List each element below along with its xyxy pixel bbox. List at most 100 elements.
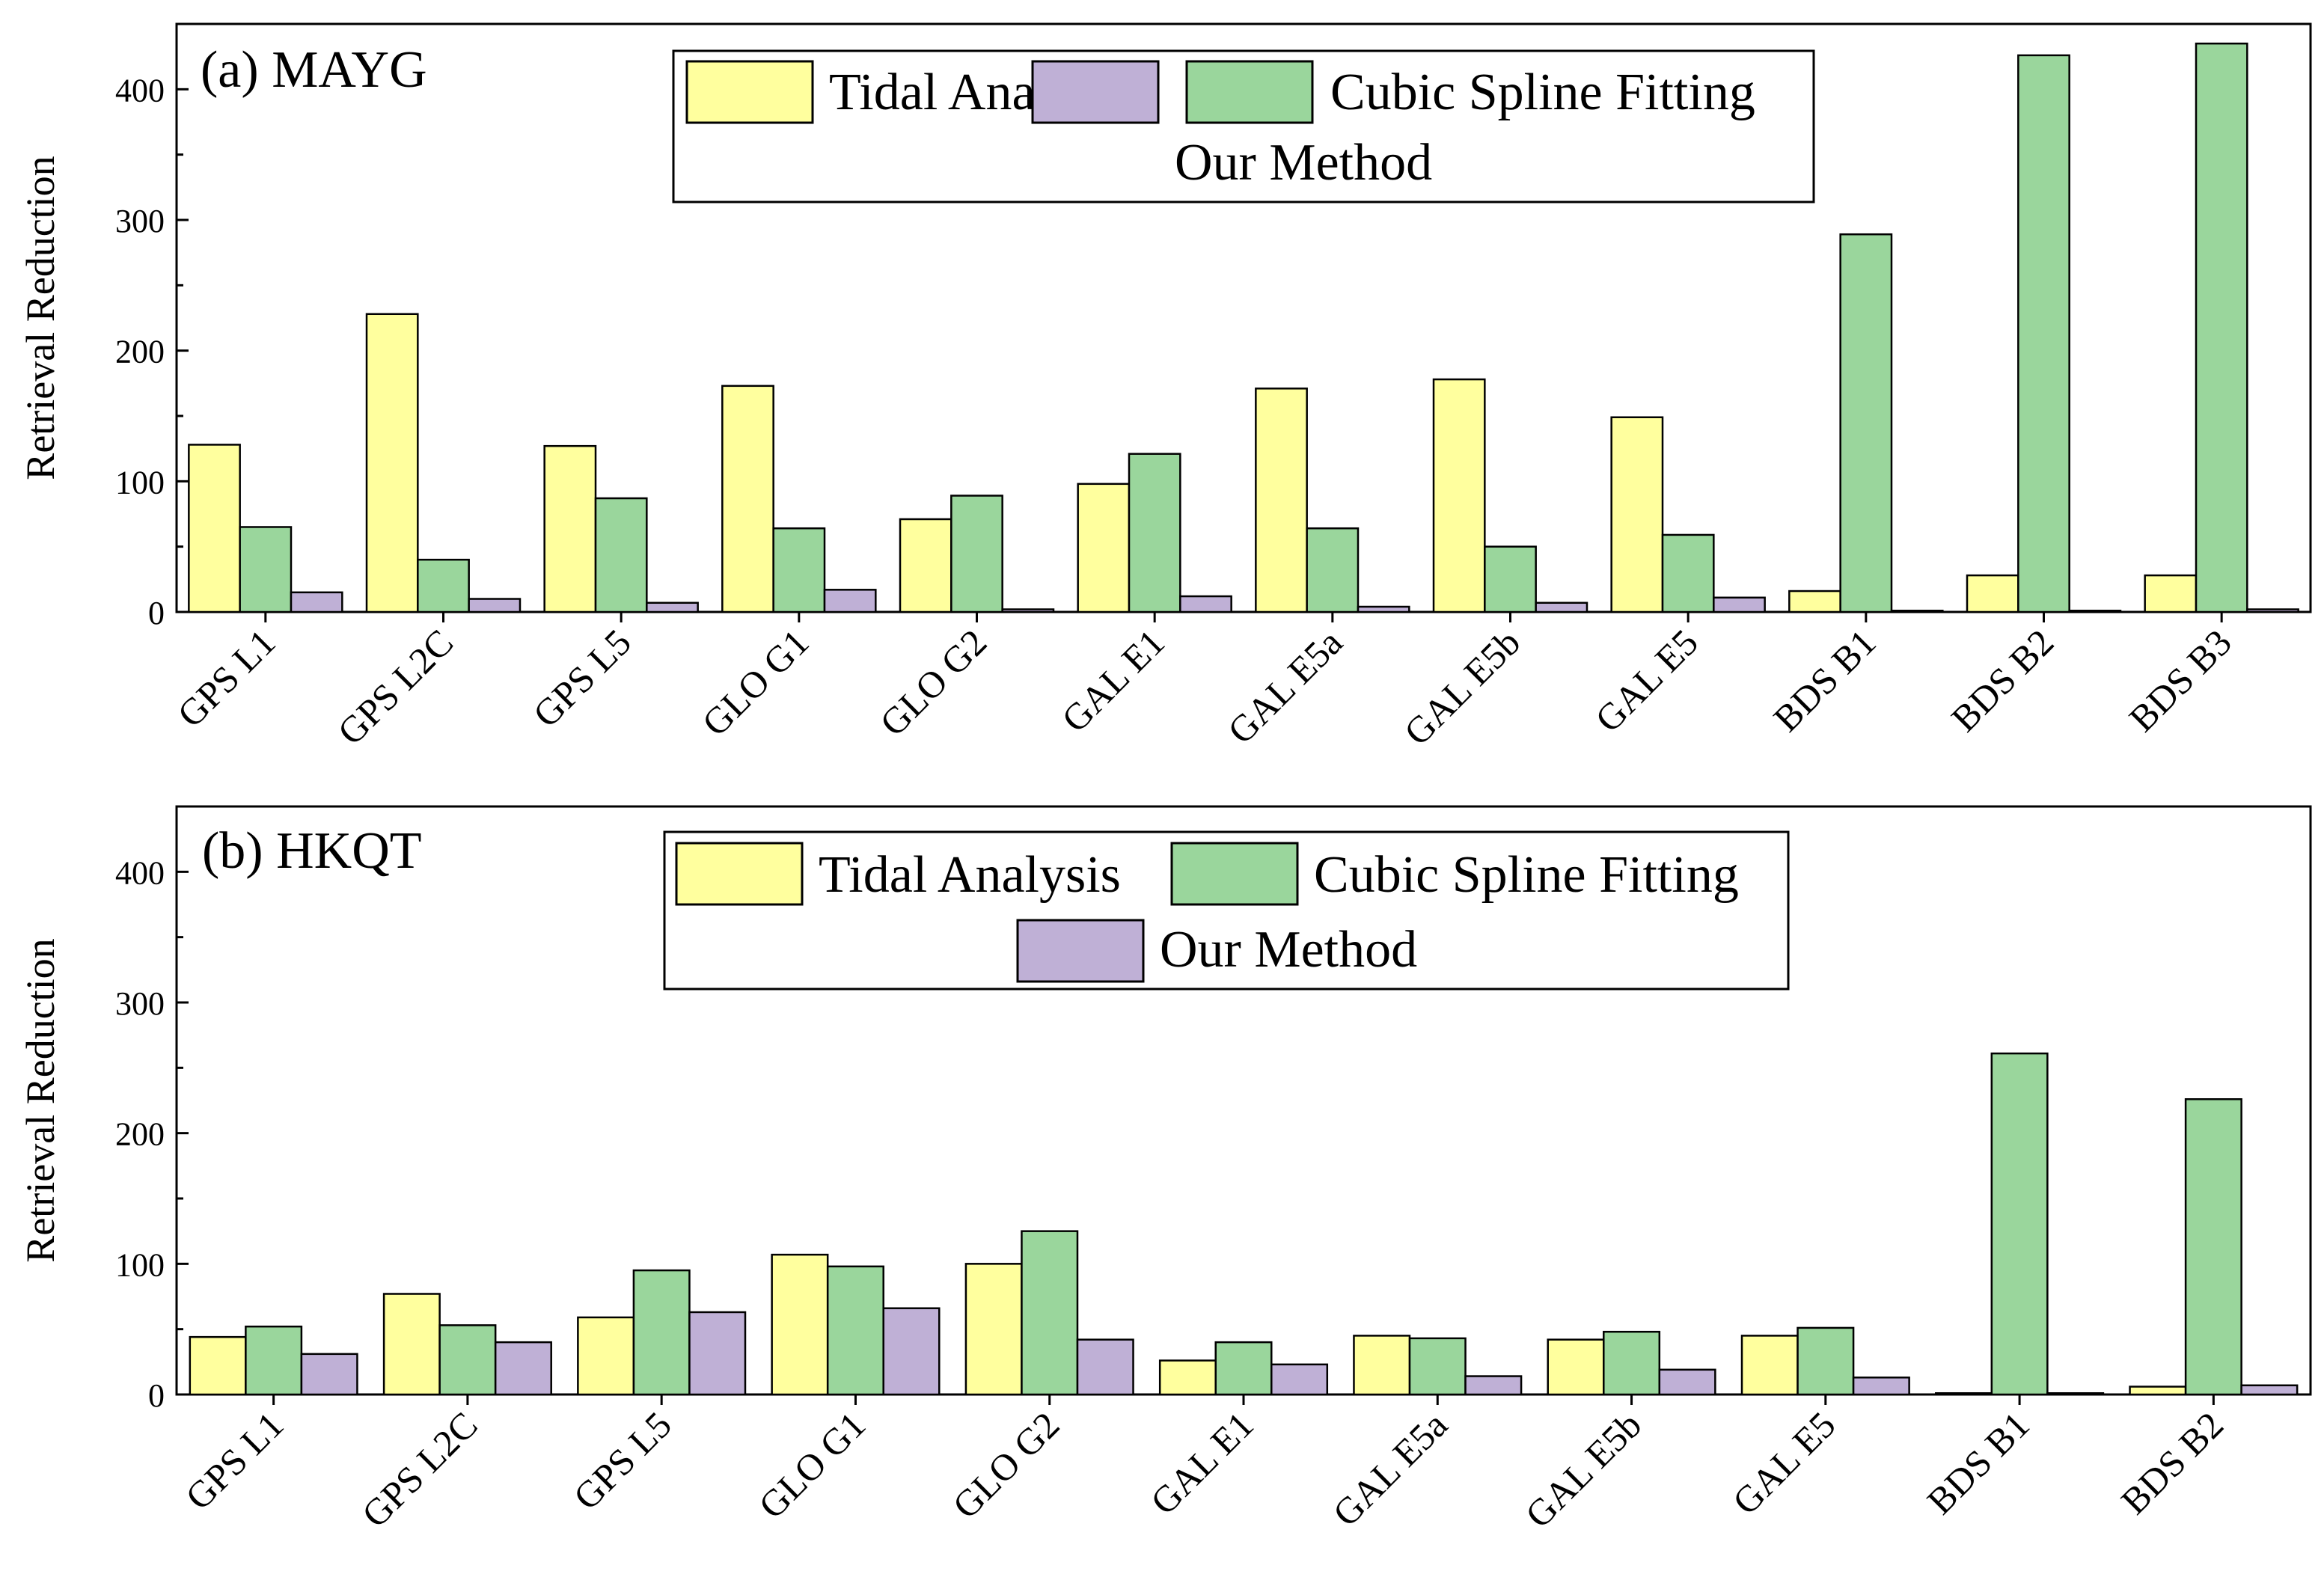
bar-tidal-analysis-gal-e5a — [1353, 1335, 1411, 1396]
x-tick-label: GAL E5a — [1220, 621, 1351, 752]
legend-label: Tidal Analysis — [819, 846, 1121, 904]
bar-our-method-gps-l1 — [300, 1353, 358, 1396]
bar-our-method-bds-b2 — [2068, 610, 2122, 613]
y-tick-label: 200 — [115, 334, 165, 370]
bar-our-method-bds-b3 — [2246, 608, 2299, 613]
legend-label: Cubic Spline Fitting — [1314, 846, 1739, 904]
bar-cubic-spline-fitting-gal-e5b — [1484, 545, 1537, 613]
legend-label: Our Method — [1175, 134, 1432, 192]
bar-our-method-gal-e5b — [1658, 1368, 1716, 1396]
bar-our-method-glo-g1 — [823, 589, 877, 613]
y-tick-label: 400 — [115, 854, 165, 891]
bar-our-method-gal-e5a — [1357, 605, 1410, 613]
bar-our-method-glo-g1 — [882, 1307, 941, 1396]
chart-panel-a: 0 100 200 300 400 Retrieval Reduction GPS L1 GP… — [18, 22, 2312, 753]
bar-tidal-analysis-gps-l2c — [365, 313, 419, 613]
x-tick-label: GAL E1 — [1054, 621, 1172, 740]
bar-tidal-analysis-glo-g2 — [964, 1263, 1023, 1396]
bar-tidal-analysis-gps-l1 — [188, 444, 241, 613]
legend: Tidal Analysis Cubic Spline Fitting Our Me… — [663, 830, 1790, 991]
bar-cubic-spline-fitting-glo-g1 — [772, 527, 826, 613]
x-tick-label: GPS L1 — [177, 1403, 292, 1518]
panel-title: (a) MAYG — [201, 41, 427, 99]
y-tick-label: 400 — [115, 72, 165, 108]
x-tick-label: BDS B1 — [1765, 621, 1883, 739]
x-tick-label: BDS B2 — [1943, 621, 2061, 739]
bar-tidal-analysis-gal-e5b — [1432, 378, 1486, 613]
x-tick-label: GAL E5b — [1396, 621, 1529, 753]
chart-panel-b: 0 100 200 300 400 Retrieval Reduction GPS L1 GP… — [18, 805, 2312, 1536]
bar-cubic-spline-fitting-gal-e5 — [1661, 533, 1715, 613]
bar-tidal-analysis-gps-l2c — [382, 1293, 441, 1396]
legend-label: Our Method — [1160, 921, 1417, 979]
legend-swatch — [1170, 842, 1299, 906]
bar-our-method-gps-l5 — [646, 601, 699, 613]
bar-cubic-spline-fitting-gps-l2c — [417, 558, 470, 613]
panel-title: (b) HKQT — [202, 822, 422, 880]
bar-tidal-analysis-gal-e1 — [1158, 1359, 1217, 1396]
bar-our-method-glo-g2 — [1076, 1338, 1134, 1396]
bar-cubic-spline-fitting-gal-e5b — [1603, 1330, 1661, 1396]
y-tick-label: 0 — [148, 595, 165, 631]
x-tick-label: BDS B3 — [2120, 621, 2239, 739]
bar-tidal-analysis-gal-e5 — [1610, 416, 1664, 613]
bar-our-method-gps-l2c — [468, 598, 522, 613]
x-tick-label: GPS L2C — [329, 621, 461, 753]
x-tick-label: GAL E5a — [1324, 1403, 1455, 1534]
x-tick-label: GAL E5 — [1587, 621, 1706, 740]
bar-our-method-gal-e5 — [1713, 596, 1766, 613]
legend-swatch — [1031, 60, 1160, 124]
bar-tidal-analysis-glo-g1 — [721, 385, 774, 613]
legend-label: Cubic Spline Fitting — [1330, 64, 1755, 121]
bar-tidal-analysis-gal-e5a — [1255, 388, 1308, 613]
bar-tidal-analysis-gps-l5 — [543, 444, 597, 613]
bar-cubic-spline-fitting-gps-l5 — [632, 1269, 691, 1396]
bar-our-method-gal-e1 — [1270, 1363, 1329, 1396]
x-tick-label: GPS L5 — [525, 621, 639, 735]
bar-cubic-spline-fitting-glo-g2 — [950, 495, 1003, 613]
bar-our-method-gps-l1 — [290, 591, 343, 613]
bar-cubic-spline-fitting-glo-g1 — [826, 1265, 884, 1396]
bar-tidal-analysis-gal-e5 — [1740, 1335, 1799, 1396]
bar-cubic-spline-fitting-gps-l5 — [594, 497, 648, 613]
bar-tidal-analysis-bds-b2 — [1966, 574, 2019, 613]
x-tick-label: BDS B2 — [2113, 1403, 2231, 1522]
bar-our-method-gal-e5 — [1852, 1377, 1910, 1396]
x-tick-label: GPS L5 — [565, 1403, 679, 1518]
bar-tidal-analysis-gps-l5 — [577, 1316, 635, 1396]
bar-our-method-gal-e5a — [1464, 1375, 1523, 1396]
bar-cubic-spline-fitting-gps-l1 — [239, 526, 293, 613]
y-axis-label: Retrieval Reduction — [18, 156, 63, 480]
bar-cubic-spline-fitting-gal-e5a — [1408, 1337, 1467, 1396]
legend-swatch — [1185, 60, 1314, 124]
y-axis-label: Retrieval Reduction — [18, 938, 63, 1262]
bar-our-method-glo-g2 — [1001, 608, 1055, 613]
legend-swatch — [1016, 919, 1145, 983]
x-tick-label: GPS L1 — [169, 621, 284, 735]
x-tick-label: GLO G2 — [944, 1403, 1067, 1526]
bar-cubic-spline-fitting-bds-b2 — [2017, 54, 2070, 613]
y-tick-label: 100 — [115, 464, 165, 500]
x-tick-label: GLO G1 — [694, 621, 816, 744]
bar-cubic-spline-fitting-gps-l1 — [245, 1325, 303, 1396]
x-tick-label: GAL E1 — [1143, 1403, 1262, 1522]
bar-tidal-analysis-glo-g2 — [899, 518, 952, 613]
bar-our-method-bds-b1 — [1890, 610, 1944, 613]
x-tick-label: BDS B1 — [1918, 1403, 2037, 1522]
bar-our-method-gal-e5b — [1535, 601, 1588, 613]
bar-cubic-spline-fitting-gal-e5a — [1306, 527, 1360, 613]
bar-cubic-spline-fitting-gal-e1 — [1128, 453, 1181, 613]
plot-frame — [175, 22, 2312, 613]
bar-our-method-bds-b2 — [2240, 1384, 2299, 1396]
x-tick-label: GLO G2 — [872, 621, 994, 744]
bar-tidal-analysis-gal-e5b — [1547, 1338, 1605, 1396]
bar-tidal-analysis-bds-b1 — [1935, 1392, 1993, 1396]
bar-cubic-spline-fitting-bds-b1 — [1839, 233, 1893, 613]
y-tick-label: 300 — [115, 985, 165, 1022]
x-tick-label: GLO G1 — [750, 1403, 873, 1526]
bar-tidal-analysis-glo-g1 — [771, 1253, 829, 1396]
y-tick-label: 200 — [115, 1116, 165, 1153]
bar-cubic-spline-fitting-bds-b3 — [2195, 42, 2248, 613]
y-tick-label: 0 — [148, 1377, 165, 1414]
